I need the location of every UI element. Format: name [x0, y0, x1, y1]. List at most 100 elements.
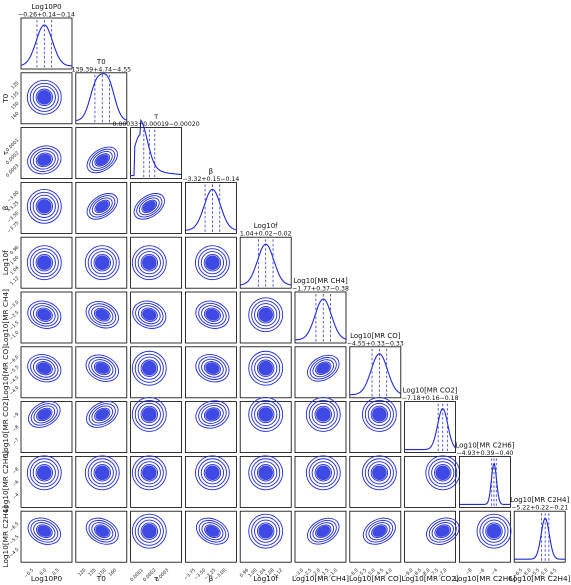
- x-tick-label: 0.96: [239, 567, 251, 579]
- panel-co-vs-c2h4: [349, 510, 402, 563]
- contour-core: [37, 153, 52, 166]
- contour-level: [35, 254, 53, 272]
- panel-logf-vs-co2: [239, 397, 292, 454]
- x-axis-label-c2h6: Log10[MR C2H6]: [454, 574, 516, 583]
- x-axis-label-beta: β: [209, 574, 214, 583]
- contour-core: [205, 525, 220, 537]
- panel-logP0-vs-ch4: [20, 291, 73, 344]
- contour-level: [248, 397, 284, 432]
- contour-level: [203, 361, 221, 376]
- diag-panel-ch4: Log10[MR CH4]−1.77+0.37−0.38: [292, 277, 349, 344]
- contour-core: [435, 525, 450, 537]
- contour-level: [485, 522, 503, 540]
- y-tick-label: −2.5: [8, 310, 20, 322]
- contour-level: [134, 399, 164, 429]
- y-tick-label: 1.00: [9, 255, 21, 267]
- panel-frame: [75, 346, 128, 399]
- contour-level: [35, 88, 53, 107]
- y-tick-label: −5.5: [8, 534, 20, 546]
- contour-level: [32, 251, 56, 275]
- contour-level: [91, 405, 114, 424]
- y-tick-label: −1.0: [8, 330, 20, 342]
- param-title-c2h6: Log10[MR C2H6]: [455, 441, 514, 449]
- contour-core: [94, 465, 110, 481]
- contour-level: [89, 195, 116, 218]
- y-tick-label: 1.04: [9, 265, 21, 277]
- contour-level: [30, 147, 59, 172]
- panel-frame: [349, 346, 402, 399]
- y-tick-label: −6.0: [8, 354, 20, 366]
- contour-level: [195, 400, 230, 429]
- contour-level: [254, 519, 278, 543]
- contour-level: [251, 516, 281, 546]
- panel-frame: [239, 291, 292, 344]
- contour-level: [200, 251, 225, 275]
- panel-T0-vs-tau: [75, 127, 128, 179]
- contour-level: [138, 197, 160, 216]
- contour-level: [305, 455, 341, 491]
- contour-core: [37, 525, 52, 537]
- contour-level: [91, 197, 113, 216]
- y-axis-label-c2h6: Log10[MR C2H6]: [1, 451, 10, 513]
- contour-level: [311, 402, 335, 427]
- contour-level: [426, 517, 460, 545]
- panel-frame: [20, 291, 73, 344]
- contour-core: [94, 255, 110, 270]
- contour-level: [195, 245, 230, 281]
- posterior-curve: [130, 118, 182, 177]
- panel-frame: [20, 127, 73, 179]
- panel-co2-vs-c2h4: [404, 510, 460, 563]
- contour-core: [37, 362, 52, 375]
- contour-level: [364, 399, 394, 429]
- contour-level: [131, 455, 167, 491]
- y-axis-label-logf: Log10f: [1, 250, 10, 275]
- contour-level: [26, 188, 62, 224]
- contour-level: [312, 359, 335, 378]
- panel-T0-vs-logf: [75, 236, 128, 289]
- contour-level: [131, 350, 167, 386]
- panel-frame: [20, 181, 73, 234]
- param-title-ch4: Log10[MR CH4]: [293, 277, 348, 285]
- panel-frame: [513, 510, 566, 563]
- y-tick-label: −4.5: [8, 375, 20, 387]
- contour-level: [32, 358, 56, 378]
- panel-ch4-vs-c2h6: [294, 455, 347, 508]
- contour-level: [198, 302, 227, 327]
- contour-level: [428, 519, 457, 543]
- panel-logf-vs-c2h4: [239, 510, 292, 563]
- panel-co-vs-c2h6: [349, 455, 402, 508]
- contour-level: [86, 193, 118, 220]
- contour-level: [137, 519, 161, 543]
- y-tick-label: 160: [10, 111, 20, 121]
- contour-level: [362, 517, 396, 545]
- contour-level: [134, 458, 164, 488]
- contour-level: [365, 519, 394, 543]
- contour-level: [27, 300, 62, 329]
- diag-panel-c2h4: Log10[MR C2H4]−5.22+0.22−0.21: [510, 496, 569, 563]
- contour-level: [254, 402, 278, 427]
- contour-level: [140, 405, 158, 424]
- panel-frame: [184, 291, 237, 344]
- panel-logP0-vs-logf: [20, 236, 73, 289]
- contour-level: [203, 307, 221, 322]
- x-axis-label-co2: Log10[MR CO2]: [402, 574, 459, 583]
- contour-level: [27, 517, 62, 545]
- contour-level: [309, 357, 337, 380]
- contour-level: [91, 522, 114, 541]
- y-axis-label-T0: T0: [1, 93, 10, 103]
- posterior-curve: [459, 462, 511, 505]
- y-tick-label: −5.5: [8, 364, 20, 376]
- x-tick-label: 0.5: [51, 567, 60, 576]
- contour-core: [142, 407, 157, 422]
- contour-core: [205, 465, 220, 481]
- panel-frame: [75, 401, 128, 454]
- contour-core: [95, 362, 110, 374]
- panel-frame: [239, 236, 292, 289]
- contour-level: [476, 513, 512, 549]
- contour-core: [316, 525, 331, 537]
- contour-level: [140, 254, 158, 272]
- contour-level: [88, 519, 117, 543]
- panel-frame: [20, 17, 73, 70]
- panel-logP0-vs-c2h6: [20, 455, 73, 508]
